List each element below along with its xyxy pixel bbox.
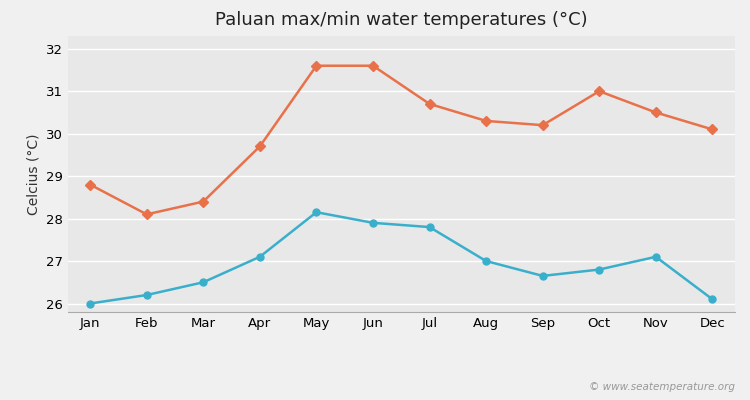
Y-axis label: Celcius (°C): Celcius (°C) (26, 133, 40, 215)
Max (255, 144, 264, 149)
Min (142, 293, 152, 298)
Min (86, 301, 94, 306)
Min (255, 254, 264, 259)
Max (595, 89, 604, 94)
Min (312, 210, 321, 215)
Max (651, 110, 660, 115)
Max (368, 63, 377, 68)
Max (199, 199, 208, 204)
Text: © www.seatemperature.org: © www.seatemperature.org (589, 382, 735, 392)
Max (86, 182, 94, 187)
Min (368, 220, 377, 225)
Max (538, 123, 548, 128)
Min (708, 297, 717, 302)
Max (708, 127, 717, 132)
Min (199, 280, 208, 285)
Legend: Max, Min: Max, Min (327, 396, 476, 400)
Title: Paluan max/min water temperatures (°C): Paluan max/min water temperatures (°C) (215, 11, 587, 29)
Min (651, 254, 660, 259)
Max (425, 102, 434, 106)
Min (595, 267, 604, 272)
Line: Min: Min (87, 209, 716, 307)
Min (482, 259, 490, 264)
Max (482, 118, 490, 123)
Max (312, 63, 321, 68)
Min (425, 225, 434, 230)
Line: Max: Max (87, 62, 716, 218)
Max (142, 212, 152, 217)
Min (538, 274, 548, 278)
